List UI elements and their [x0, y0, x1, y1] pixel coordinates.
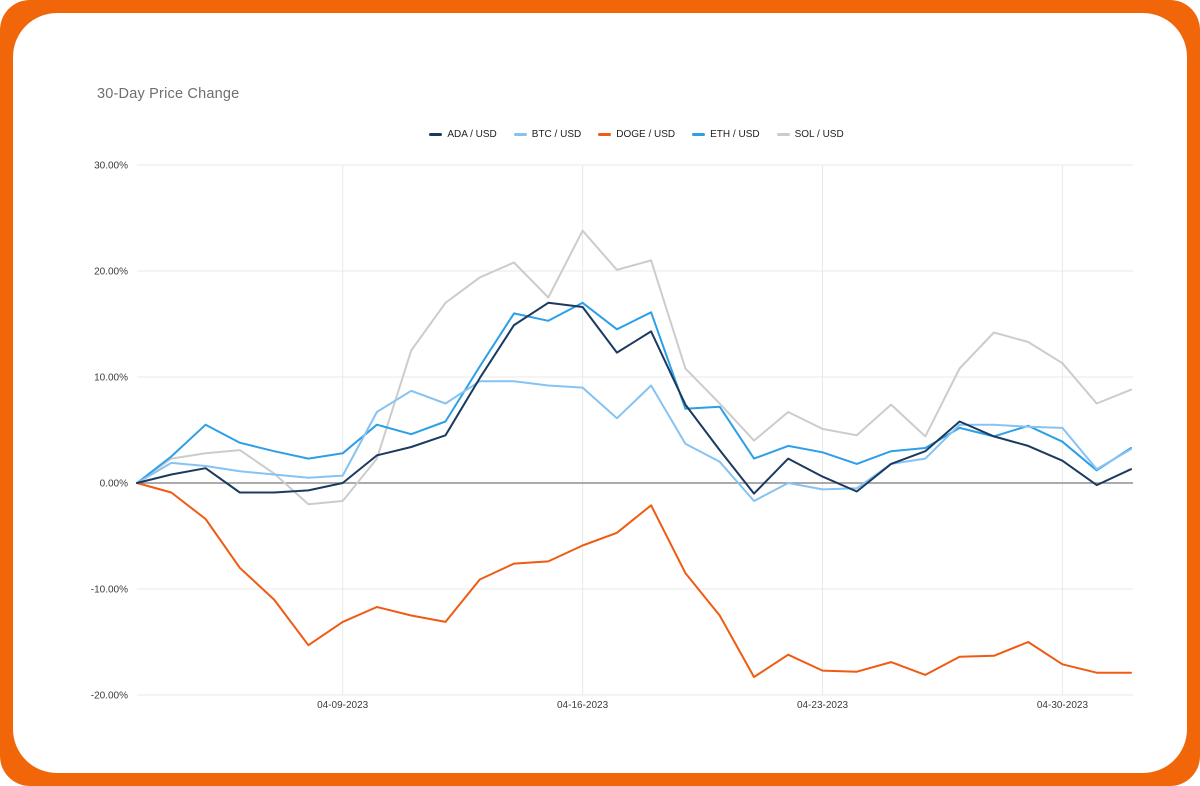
- chart-title: 30-Day Price Change: [97, 86, 240, 102]
- x-tick-label-04-09-2023: 04-09-2023: [317, 700, 369, 711]
- legend-swatch-eth-usd: [692, 132, 706, 136]
- legend-swatch-ada-usd: [429, 132, 443, 136]
- y-tick-label-20-00: 20.00%: [94, 267, 128, 278]
- legend-item-ada-usd[interactable]: ADA / USD: [429, 128, 497, 140]
- legend-label-btc-usd: BTC / USD: [531, 128, 582, 140]
- x-tick-label-04-16-2023: 04-16-2023: [557, 700, 609, 711]
- chart-legend: ADA / USD BTC / USD DOGE / USD ETH / USD SOL…: [140, 126, 1133, 142]
- legend-item-doge-usd[interactable]: DOGE / USD: [598, 129, 675, 140]
- legend-label-ada-usd: ADA / USD: [447, 128, 497, 140]
- legend-item-eth-usd[interactable]: ETH / USD: [692, 128, 760, 140]
- legend-swatch-btc-usd: [513, 132, 527, 136]
- legend-item-sol-usd[interactable]: SOL / USD: [776, 128, 844, 140]
- y-tick-label-30-00: 30.00%: [94, 161, 128, 172]
- legend-item-btc-usd[interactable]: BTC / USD: [513, 128, 582, 140]
- x-tick-label-04-30-2023: 04-30-2023: [1037, 700, 1089, 711]
- legend-swatch-doge-usd: [598, 132, 612, 136]
- series-line-ada-usd: [136, 301, 1132, 495]
- y-tick-label-10-00: -10.00%: [91, 585, 128, 596]
- chart-card: [13, 13, 1187, 773]
- series-line-eth-usd: [136, 301, 1132, 484]
- legend-swatch-sol-usd: [776, 132, 790, 136]
- legend-label-doge-usd: DOGE / USD: [616, 128, 676, 140]
- legend-label-sol-usd: SOL / USD: [794, 128, 844, 140]
- series-line-doge-usd: [136, 482, 1132, 678]
- y-tick-label-10-00: 10.00%: [94, 373, 128, 384]
- legend-label-eth-usd: ETH / USD: [710, 128, 760, 140]
- y-tick-label-20-00: -20.00%: [91, 691, 128, 702]
- x-tick-label-04-23-2023: 04-23-2023: [797, 700, 849, 711]
- series-line-sol-usd: [136, 229, 1132, 506]
- y-tick-label-0-00: 0.00%: [100, 479, 128, 490]
